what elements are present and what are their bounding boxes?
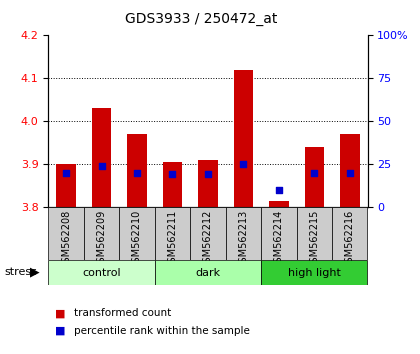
Text: GSM562215: GSM562215 — [309, 210, 319, 269]
Text: GSM562214: GSM562214 — [274, 210, 284, 269]
Bar — [332, 207, 368, 260]
Bar — [190, 207, 226, 260]
Text: GSM562209: GSM562209 — [97, 210, 107, 269]
Text: GSM562210: GSM562210 — [132, 210, 142, 269]
Bar — [48, 207, 84, 260]
Text: GDS3933 / 250472_at: GDS3933 / 250472_at — [126, 12, 278, 27]
Bar — [198, 160, 218, 207]
Point — [276, 187, 282, 193]
Text: ■: ■ — [55, 326, 65, 336]
Bar — [155, 260, 261, 285]
Point — [98, 163, 105, 169]
Bar — [261, 260, 368, 285]
Bar — [234, 70, 253, 207]
Text: GSM562213: GSM562213 — [239, 210, 248, 269]
Bar — [84, 207, 119, 260]
Text: ▶: ▶ — [30, 266, 39, 278]
Text: GSM562211: GSM562211 — [168, 210, 177, 269]
Point — [134, 170, 140, 176]
Bar — [119, 207, 155, 260]
Text: transformed count: transformed count — [74, 308, 171, 318]
Point — [311, 170, 318, 176]
Bar — [48, 260, 155, 285]
Text: stress: stress — [4, 267, 37, 277]
Point — [63, 170, 69, 176]
Point — [346, 170, 353, 176]
Bar — [163, 162, 182, 207]
Bar — [56, 164, 76, 207]
Text: GSM562216: GSM562216 — [345, 210, 355, 269]
Point — [169, 172, 176, 177]
Text: percentile rank within the sample: percentile rank within the sample — [74, 326, 249, 336]
Text: high light: high light — [288, 268, 341, 278]
Text: GSM562212: GSM562212 — [203, 210, 213, 269]
Bar — [297, 207, 332, 260]
Bar — [226, 207, 261, 260]
Bar — [127, 134, 147, 207]
Bar — [269, 201, 289, 207]
Text: control: control — [82, 268, 121, 278]
Bar — [92, 108, 111, 207]
Text: dark: dark — [195, 268, 220, 278]
Bar — [261, 207, 297, 260]
Bar — [155, 207, 190, 260]
Point — [240, 161, 247, 167]
Text: GSM562208: GSM562208 — [61, 210, 71, 269]
Bar — [304, 147, 324, 207]
Text: ■: ■ — [55, 308, 65, 318]
Bar — [340, 134, 360, 207]
Point — [205, 172, 211, 177]
